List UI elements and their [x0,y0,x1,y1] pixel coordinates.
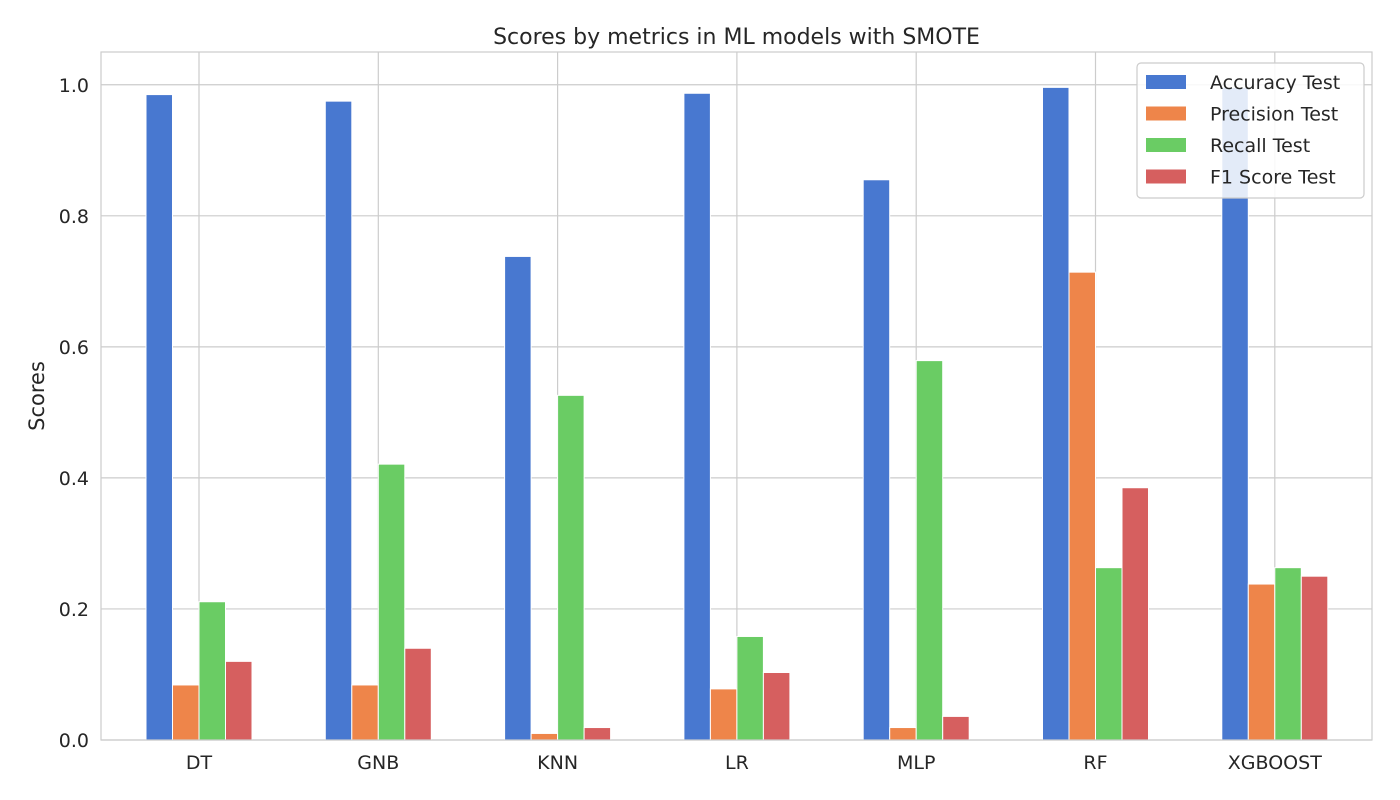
legend-swatch [1146,169,1186,184]
x-tick-label: RF [1083,752,1107,774]
bar-recall-test-rf [1095,567,1123,741]
y-axis-label: Scores [25,361,49,431]
bar-accuracy-test-dt [145,94,173,741]
y-tick-label: 0.8 [59,206,89,228]
legend: Accuracy Test Precision Test Recall Test F1… [1136,62,1365,199]
y-tick-label: 1.0 [59,75,89,97]
chart-title: Scores by metrics in ML models with SMOT… [493,25,980,50]
bar-accuracy-test-rf [1042,86,1070,741]
bar-precision-test-gnb [351,684,379,741]
legend-label: Recall Test [1210,135,1310,157]
bar-accuracy-test-gnb [324,100,353,741]
bars-layer [145,86,1329,741]
legend-swatch [1146,138,1186,152]
bar-f1-score-test-dt [225,660,253,741]
bar-precision-test-knn [530,732,559,741]
y-tick-label: 0.0 [59,730,89,752]
y-axis-ticks: 0.0 0.2 0.4 0.6 0.8 1.0 [59,75,89,752]
bar-f1-score-test-gnb [404,647,432,741]
bar-f1-score-test-xgboost [1300,575,1329,741]
bar-recall-test-lr [736,635,764,741]
bar-precision-test-rf [1068,271,1096,741]
bar-f1-score-test-lr [762,672,791,741]
x-tick-label: GNB [357,752,399,774]
y-tick-label: 0.6 [59,337,89,359]
x-tick-label: XGBOOST [1228,752,1322,774]
bar-recall-test-knn [557,394,585,741]
bar-recall-test-mlp [915,360,944,741]
legend-swatch [1146,75,1186,89]
bar-precision-test-lr [709,688,738,741]
y-tick-label: 0.4 [59,468,89,490]
x-tick-label: DT [186,752,213,774]
bar-precision-test-mlp [889,727,917,741]
legend-box [1136,62,1365,199]
legend-label: Precision Test [1210,104,1338,126]
legend-swatch [1146,106,1186,121]
plot-frame [100,51,1373,741]
legend-label: F1 Score Test [1210,167,1336,189]
bar-recall-test-gnb [377,463,406,741]
bar-recall-test-xgboost [1274,567,1302,741]
x-tick-label: MLP [897,752,935,774]
bar-accuracy-test-lr [683,92,711,741]
bar-accuracy-test-knn [504,255,532,741]
y-tick-label: 0.2 [59,599,89,621]
legend-label: Accuracy Test [1210,72,1340,94]
x-tick-label: KNN [537,752,578,774]
bar-accuracy-test-mlp [862,179,891,741]
x-axis-ticks: DT GNB KNN LR MLP RF XGBOOST [186,752,1322,774]
bar-f1-score-test-rf [1121,487,1149,741]
bar-f1-score-test-mlp [942,715,970,741]
bar-recall-test-dt [198,601,226,741]
bar-f1-score-test-knn [583,727,612,741]
bar-precision-test-dt [172,684,200,741]
bar-precision-test-xgboost [1247,583,1276,741]
x-tick-label: LR [725,752,749,774]
